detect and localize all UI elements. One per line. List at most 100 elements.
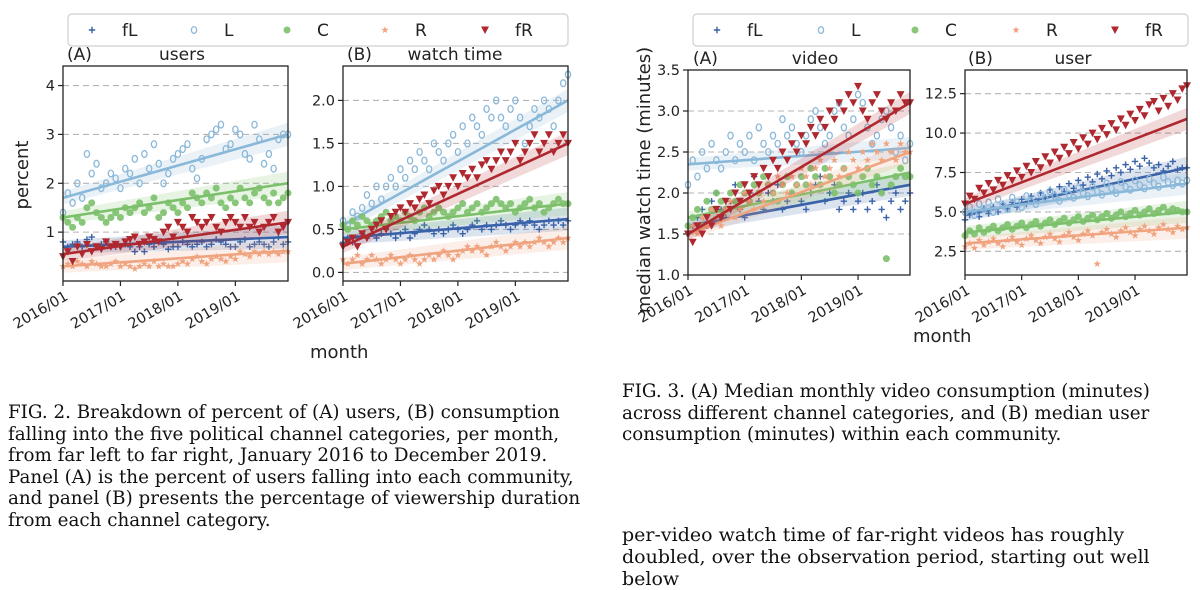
point-C <box>1145 205 1153 213</box>
point-fR <box>1008 176 1017 185</box>
point-fR <box>121 238 130 246</box>
point-R <box>793 181 801 188</box>
point-fR <box>792 148 801 156</box>
point-fL <box>892 189 900 197</box>
point-fL <box>798 198 805 205</box>
point-R <box>179 257 187 265</box>
point-R <box>693 230 702 238</box>
point-L <box>1108 184 1115 193</box>
point-L <box>783 131 791 140</box>
point-fR <box>207 213 216 222</box>
point-C <box>554 195 562 203</box>
point-fR <box>863 115 872 124</box>
y-tick-label: 1.0 <box>312 179 335 195</box>
trend-line-R <box>62 249 289 268</box>
point-R <box>1018 241 1026 249</box>
point-R <box>989 234 997 242</box>
point-fR <box>877 107 886 115</box>
point-fR <box>415 195 424 204</box>
y-tick-label: 2.5 <box>934 244 957 260</box>
trend-band-fR <box>688 91 910 241</box>
legend-label-R: R <box>1046 21 1058 41</box>
point-L <box>174 149 182 159</box>
y-tick-label: 2.0 <box>312 93 335 109</box>
point-fR <box>544 131 553 139</box>
point-fR <box>811 132 820 140</box>
y-tick-label: 5.0 <box>934 205 957 221</box>
point-C <box>279 194 287 202</box>
point-fL <box>1122 161 1129 168</box>
point-C <box>854 189 862 197</box>
point-fL <box>265 243 273 250</box>
point-R <box>840 164 848 172</box>
point-fR <box>1178 85 1187 93</box>
y-tick-label: 1.5 <box>657 227 680 243</box>
point-C <box>183 204 191 212</box>
point-L <box>141 149 148 159</box>
point-fL <box>1136 162 1143 170</box>
point-fR <box>1149 98 1158 106</box>
point-fR <box>221 218 230 227</box>
point-fR <box>559 131 568 139</box>
point-fR <box>1159 94 1168 103</box>
point-L <box>774 139 781 148</box>
point-fR <box>839 107 848 115</box>
point-fR <box>1064 150 1073 158</box>
point-fR <box>868 99 877 107</box>
point-fR <box>463 174 472 182</box>
point-L <box>93 159 100 168</box>
point-R <box>483 251 491 259</box>
point-R <box>73 257 81 265</box>
point-L <box>478 130 486 139</box>
point-R <box>368 251 376 259</box>
point-L <box>1023 192 1030 201</box>
trend-line-fR <box>62 221 289 256</box>
point-L <box>126 169 134 178</box>
point-L <box>241 149 249 159</box>
point-L <box>155 159 162 168</box>
point-R <box>401 255 409 263</box>
point-R <box>736 205 744 213</box>
point-R <box>722 205 730 213</box>
point-L <box>193 174 201 183</box>
y-axis-label: median watch time (minutes) <box>634 47 655 313</box>
fig2-x-axis-label: month <box>310 342 368 363</box>
y-tick-label: 1.5 <box>312 136 335 152</box>
point-L <box>74 179 81 188</box>
point-R <box>1159 220 1167 228</box>
point-fR <box>1079 134 1088 142</box>
point-C <box>198 199 206 207</box>
point-L <box>392 182 399 191</box>
point-R <box>506 242 515 250</box>
point-fR <box>197 223 206 232</box>
point-L <box>540 96 548 105</box>
plot-frame <box>964 69 1188 276</box>
point-fR <box>236 223 245 232</box>
point-R <box>1093 260 1101 268</box>
trend-line-fR <box>964 117 1188 206</box>
point-fR <box>68 257 77 266</box>
point-R <box>88 257 96 265</box>
x-tick-label: 2017/01 <box>68 289 128 333</box>
series-C <box>59 171 292 231</box>
point-L <box>1145 174 1153 183</box>
trend-band-L <box>63 122 288 205</box>
point-L <box>349 208 356 217</box>
point-fR <box>255 228 264 237</box>
series-fR <box>339 131 572 254</box>
point-fR <box>887 99 896 107</box>
point-C <box>449 208 457 216</box>
point-fR <box>530 131 539 139</box>
point-fL <box>459 230 466 237</box>
point-R <box>415 260 424 267</box>
point-fL <box>850 206 857 213</box>
point-fR <box>731 189 740 197</box>
point-C <box>807 164 815 172</box>
point-C <box>507 200 515 208</box>
point-fR <box>984 180 993 188</box>
series-C <box>961 200 1191 240</box>
point-R <box>892 156 900 164</box>
point-fR <box>406 200 415 208</box>
trend-line-L <box>342 99 569 227</box>
point-fR <box>1126 110 1135 119</box>
